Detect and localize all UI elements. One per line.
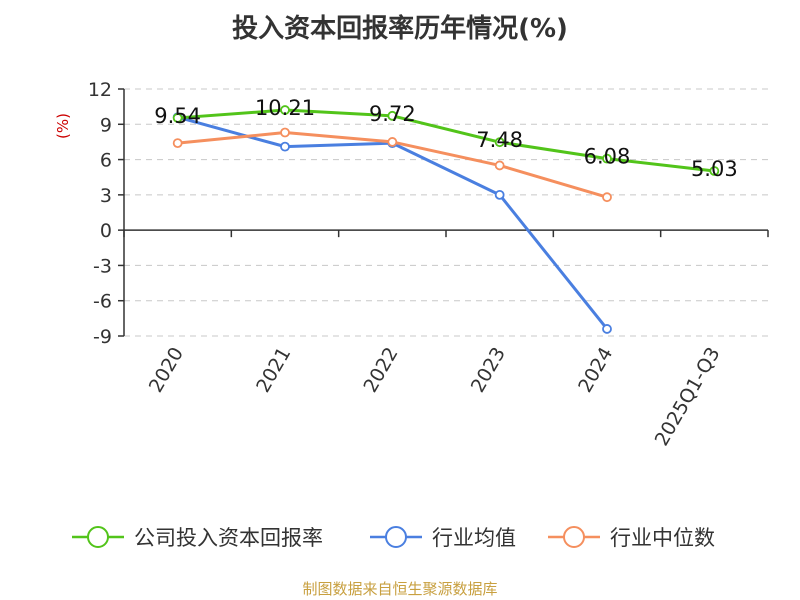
data-label: 5.03 [691,157,738,181]
legend-label: 行业中位数 [610,526,715,550]
x-tick-label: 2020 [145,344,188,397]
x-tick-label: 2022 [359,344,402,397]
data-label: 6.08 [584,145,631,169]
y-tick-label: 3 [100,185,112,207]
y-tick-label: -6 [93,291,112,313]
x-tick-label: 2025Q1-Q3 [651,344,725,450]
chart-title: 投入资本回报率历年情况(%) [232,14,568,44]
y-tick-label: -9 [93,326,112,348]
y-axis-title: (%) [54,113,72,139]
data-point [709,166,720,176]
x-tick-label: 2023 [467,343,510,396]
y-tick-label: 6 [100,150,112,172]
legend-label: 行业均值 [432,526,516,550]
data-point [280,127,290,138]
data-point [387,110,398,121]
y-tick-label: 0 [100,220,112,242]
legend-marker [385,526,407,548]
data-point [387,137,398,147]
data-point [602,192,612,203]
data-label: 10.21 [255,96,315,120]
data-point [494,160,505,171]
data-point [494,137,505,148]
y-tick-label: 9 [100,114,112,136]
data-point [280,141,290,152]
data-point [494,189,505,200]
series-line [177,108,715,173]
x-tick-label: 2024 [574,344,617,397]
data-point [172,113,183,123]
x-tick-label: 2021 [252,344,295,397]
data-label: 7.48 [476,128,523,152]
data-point [602,153,612,164]
data-label: 9.54 [154,104,201,128]
y-tick-label: 12 [88,79,112,101]
data-point [602,324,612,334]
legend-marker [87,526,109,548]
data-point [280,105,290,115]
data-point [172,138,183,149]
data-source-note: 制图数据来自恒生聚源数据库 [302,580,498,598]
y-tick-label: -3 [93,255,112,277]
legend-marker [563,526,585,548]
legend-label: 公司投入资本回报率 [134,526,323,550]
data-label: 9.72 [369,102,416,126]
